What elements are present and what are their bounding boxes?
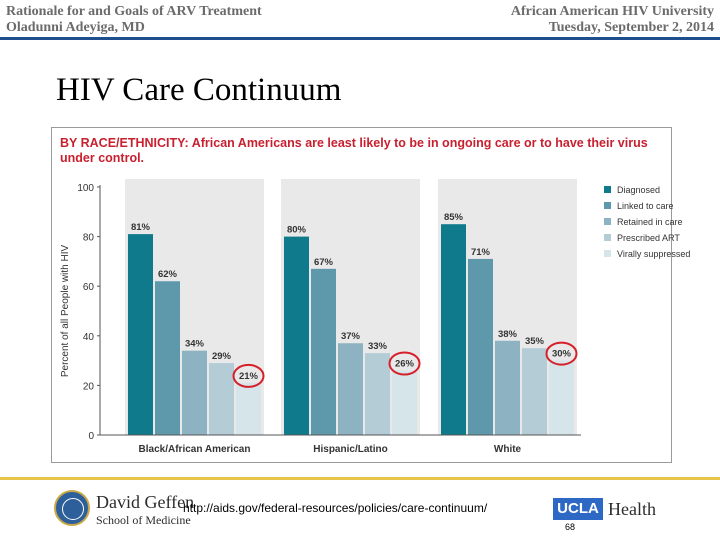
legend-swatch bbox=[604, 186, 611, 193]
category-label: Black/African American bbox=[139, 444, 251, 455]
bar bbox=[236, 382, 261, 435]
bar-value-label: 26% bbox=[395, 359, 415, 370]
event-name: African American HIV University bbox=[510, 4, 714, 19]
header-divider bbox=[0, 37, 720, 40]
bar bbox=[338, 343, 363, 435]
highlight-circle bbox=[232, 363, 265, 388]
chart-title: BY RACE/ETHNICITY: African Americans are… bbox=[60, 136, 648, 165]
bar-value-label: 71% bbox=[471, 247, 491, 258]
category-label: White bbox=[494, 444, 522, 455]
bar-value-label: 21% bbox=[239, 371, 259, 382]
ucla-seal-icon bbox=[54, 490, 90, 526]
school-name: David Geffen bbox=[96, 492, 195, 512]
presenter-name: Oladunni Adeyiga, MD bbox=[6, 20, 145, 35]
bar bbox=[155, 281, 180, 435]
y-tick-label: 0 bbox=[88, 431, 94, 442]
legend-label: Diagnosed bbox=[617, 185, 660, 195]
bar-value-label: 29% bbox=[212, 351, 232, 362]
highlight-circle bbox=[388, 351, 421, 376]
bar-value-label: 85% bbox=[444, 212, 464, 223]
bar-value-label: 81% bbox=[131, 222, 151, 233]
bar-value-label: 80% bbox=[287, 225, 307, 236]
header-right: African American HIV University Tuesday,… bbox=[511, 4, 714, 36]
page-number: 68 bbox=[565, 522, 576, 532]
bar-value-label: 38% bbox=[498, 329, 518, 340]
bar-value-label: 34% bbox=[185, 339, 205, 350]
legend-swatch bbox=[604, 234, 611, 241]
bar-value-label: 35% bbox=[525, 336, 545, 347]
bar-value-label: 37% bbox=[341, 331, 361, 342]
bar bbox=[284, 236, 309, 435]
legend-label: Retained in care bbox=[617, 217, 683, 227]
bar-value-label: 67% bbox=[314, 257, 334, 268]
bar bbox=[182, 350, 207, 435]
bar bbox=[522, 348, 547, 435]
bar bbox=[209, 363, 234, 435]
legend-swatch bbox=[604, 218, 611, 225]
y-tick-label: 20 bbox=[83, 381, 95, 392]
bar bbox=[468, 258, 493, 435]
category-label: Hispanic/Latino bbox=[313, 444, 387, 455]
y-tick-label: 40 bbox=[83, 332, 95, 343]
bar bbox=[128, 234, 153, 435]
source-link[interactable]: http://aids.gov/federal-resources/polici… bbox=[183, 501, 488, 515]
school-subtitle: School of Medicine bbox=[96, 513, 191, 527]
y-tick-label: 80 bbox=[83, 233, 95, 244]
ucla-logo: UCLA bbox=[553, 498, 603, 520]
bar-value-label: 30% bbox=[552, 349, 572, 360]
slide-title: HIV Care Continuum bbox=[56, 72, 342, 108]
bar bbox=[311, 268, 336, 435]
legend-swatch bbox=[604, 202, 611, 209]
bar-value-label: 62% bbox=[158, 269, 178, 280]
y-axis-label: Percent of all People with HIV bbox=[60, 245, 71, 378]
y-tick-label: 100 bbox=[77, 183, 94, 194]
bar bbox=[495, 340, 520, 435]
legend-label: Virally suppressed bbox=[617, 249, 690, 259]
bar-value-label: 33% bbox=[368, 341, 388, 352]
event-date: Tuesday, September 2, 2014 bbox=[548, 20, 714, 35]
highlight-circle bbox=[545, 341, 578, 366]
legend-label: Prescribed ART bbox=[617, 233, 680, 243]
presentation-title: Rationale for and Goals of ARV Treatment bbox=[6, 4, 262, 19]
health-logo-text: Health bbox=[608, 499, 656, 519]
bar bbox=[392, 370, 417, 435]
footer-divider bbox=[0, 477, 720, 480]
bar bbox=[365, 353, 390, 435]
header-left: Rationale for and Goals of ARV Treatment… bbox=[6, 4, 262, 36]
legend-label: Linked to care bbox=[617, 201, 674, 211]
y-tick-label: 60 bbox=[83, 282, 95, 293]
bar bbox=[549, 360, 574, 435]
legend-swatch bbox=[604, 250, 611, 257]
bar bbox=[441, 224, 466, 435]
